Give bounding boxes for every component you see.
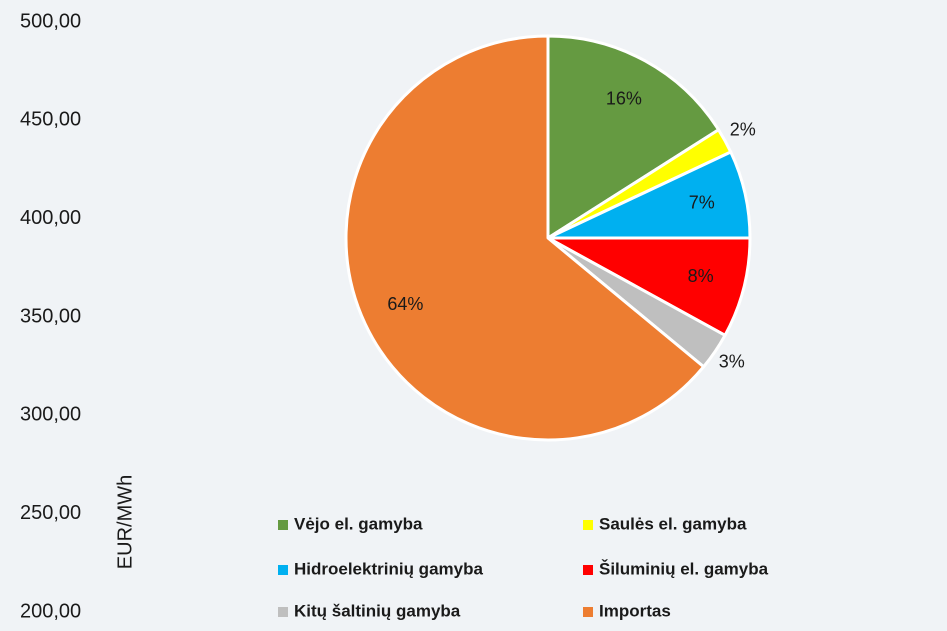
y-tick-label: 400,00 [20, 207, 81, 229]
data-label: 16% [606, 89, 642, 109]
y-tick-label: 450,00 [20, 109, 81, 131]
data-label: 8% [688, 266, 714, 286]
legend-label: Saulės el. gamyba [599, 514, 747, 533]
legend-label: Kitų šaltinių gamyba [294, 601, 461, 620]
y-tick-label: 500,00 [20, 10, 81, 32]
y-tick-label: 300,00 [20, 404, 81, 426]
data-label: 64% [387, 294, 423, 314]
legend-label: Šiluminių el. gamyba [599, 559, 769, 578]
pie-slice [546, 236, 752, 337]
data-label: 7% [689, 192, 715, 212]
data-label: 3% [719, 352, 745, 372]
legend-marker [583, 520, 593, 530]
legend-marker [583, 565, 593, 575]
pie-slice [546, 34, 721, 240]
pie-slice [344, 34, 706, 442]
y-tick-label: 250,00 [20, 502, 81, 524]
legend-marker [278, 607, 288, 617]
legend-label: Importas [599, 601, 671, 620]
legend-label: Vėjo el. gamyba [294, 514, 423, 533]
y-tick-label: 350,00 [20, 305, 81, 327]
legend-marker [278, 565, 288, 575]
y-tick-label: 200,00 [20, 600, 81, 622]
legend-marker [278, 520, 288, 530]
legend-label: Hidroelektrinių gamyba [294, 559, 483, 578]
y-axis-label: EUR/MWh [114, 475, 136, 569]
legend-marker [583, 607, 593, 617]
data-label: 2% [730, 120, 756, 140]
